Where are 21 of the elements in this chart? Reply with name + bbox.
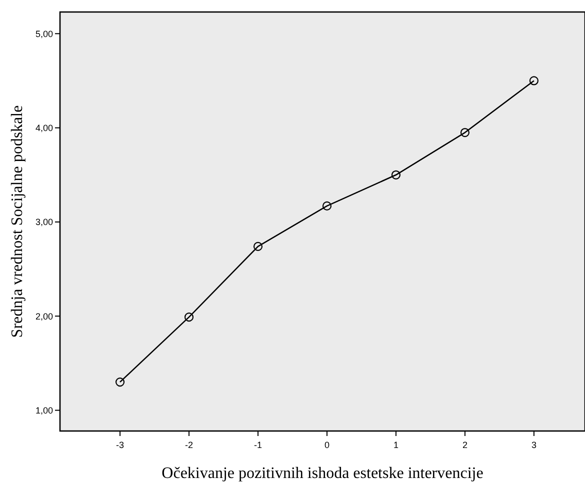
point: [460, 128, 470, 138]
y-tick-label: 3,00: [35, 217, 53, 228]
point: [322, 201, 332, 211]
y-tick-label: 1,00: [35, 405, 53, 416]
point: [391, 170, 401, 180]
x-tick-label: 0: [324, 440, 330, 450]
point: [184, 312, 194, 322]
x-tick-label: 2: [462, 440, 468, 450]
point: [529, 76, 538, 86]
x-tick-label: -1: [254, 440, 262, 450]
x-tick-label: 3: [531, 440, 536, 450]
x-tick-label: -3: [116, 440, 124, 450]
y-tick-label: 4,00: [35, 122, 53, 133]
x-axis-title: Očekivanje pozitivnih ishoda estetske intervencije: [162, 465, 484, 482]
y-tick-label: 5,00: [35, 28, 53, 39]
x-tick-label: 1: [393, 440, 398, 450]
point: [253, 242, 263, 251]
y-axis-title: Srednja vrednost Socijalne podskale: [9, 105, 26, 338]
x-tick-label: -2: [185, 440, 194, 450]
point: [115, 377, 125, 387]
y-tick-label: 2,00: [35, 311, 53, 322]
